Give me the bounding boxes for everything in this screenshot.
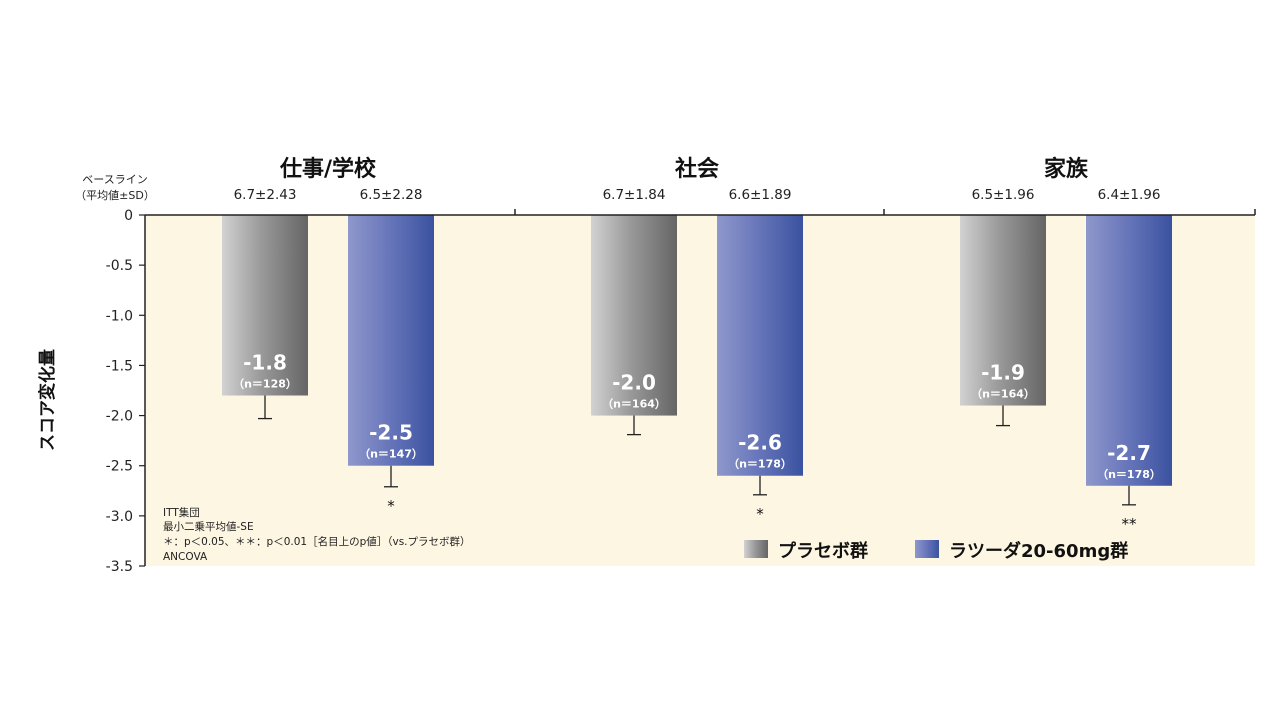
significance-mark: * xyxy=(756,505,764,523)
significance-mark: ** xyxy=(1122,515,1138,533)
data-label: -2.6 xyxy=(738,431,782,455)
n-label: （n＝178） xyxy=(728,458,792,471)
data-label: -1.8 xyxy=(243,351,287,375)
n-label: （n＝128） xyxy=(233,378,297,391)
data-label: -2.5 xyxy=(369,421,413,445)
bar xyxy=(960,215,1046,406)
y-tick-label: -2.0 xyxy=(106,409,133,425)
y-tick-label: -3.0 xyxy=(106,509,133,525)
y-tick-label: -2.5 xyxy=(106,459,133,475)
baseline-value: 6.5±2.28 xyxy=(360,187,423,203)
n-label: （n＝164） xyxy=(971,388,1035,401)
legend-swatch xyxy=(915,540,939,558)
baseline-value: 6.7±1.84 xyxy=(603,187,666,203)
footnote: ＊：p＜0.05、＊＊：p＜0.01［名目上のp値］（vs.プラセボ群） xyxy=(163,535,471,548)
significance-mark: * xyxy=(387,497,395,515)
y-tick-label: -3.5 xyxy=(106,559,133,575)
bar xyxy=(717,215,803,476)
baseline-value: 6.6±1.89 xyxy=(729,187,792,203)
legend-label: プラセボ群 xyxy=(778,540,868,562)
n-label: （n＝147） xyxy=(359,448,423,461)
bar xyxy=(348,215,434,466)
legend-label: ラツーダ20-60mg群 xyxy=(949,540,1128,562)
plot-background xyxy=(145,215,1255,566)
category-label: 家族 xyxy=(1044,156,1089,182)
baseline-header-sub: （平均値±SD） xyxy=(75,189,155,202)
category-label: 仕事/学校 xyxy=(279,156,377,182)
n-label: （n＝178） xyxy=(1097,468,1161,481)
y-axis-title: スコア変化量 xyxy=(37,349,58,451)
legend-swatch xyxy=(744,540,768,558)
n-label: （n＝164） xyxy=(602,398,666,411)
bar xyxy=(222,215,308,396)
y-tick-label: -1.5 xyxy=(106,358,133,374)
baseline-value: 6.4±1.96 xyxy=(1098,187,1161,203)
bar xyxy=(591,215,677,416)
baseline-header: ベースライン xyxy=(82,173,147,186)
data-label: -1.9 xyxy=(981,361,1025,385)
data-label: -2.0 xyxy=(612,371,656,395)
bar xyxy=(1086,215,1172,486)
footnote: ANCOVA xyxy=(163,551,208,563)
y-tick-label: 0 xyxy=(124,208,133,224)
data-label: -2.7 xyxy=(1107,441,1151,465)
baseline-value: 6.7±2.43 xyxy=(234,187,297,203)
y-tick-label: -1.0 xyxy=(106,308,133,324)
y-tick-label: -0.5 xyxy=(106,258,133,274)
footnote: ITT集団 xyxy=(163,506,200,519)
baseline-value: 6.5±1.96 xyxy=(972,187,1035,203)
category-label: 社会 xyxy=(675,156,719,182)
footnote: 最小二乗平均値-SE xyxy=(163,520,254,533)
